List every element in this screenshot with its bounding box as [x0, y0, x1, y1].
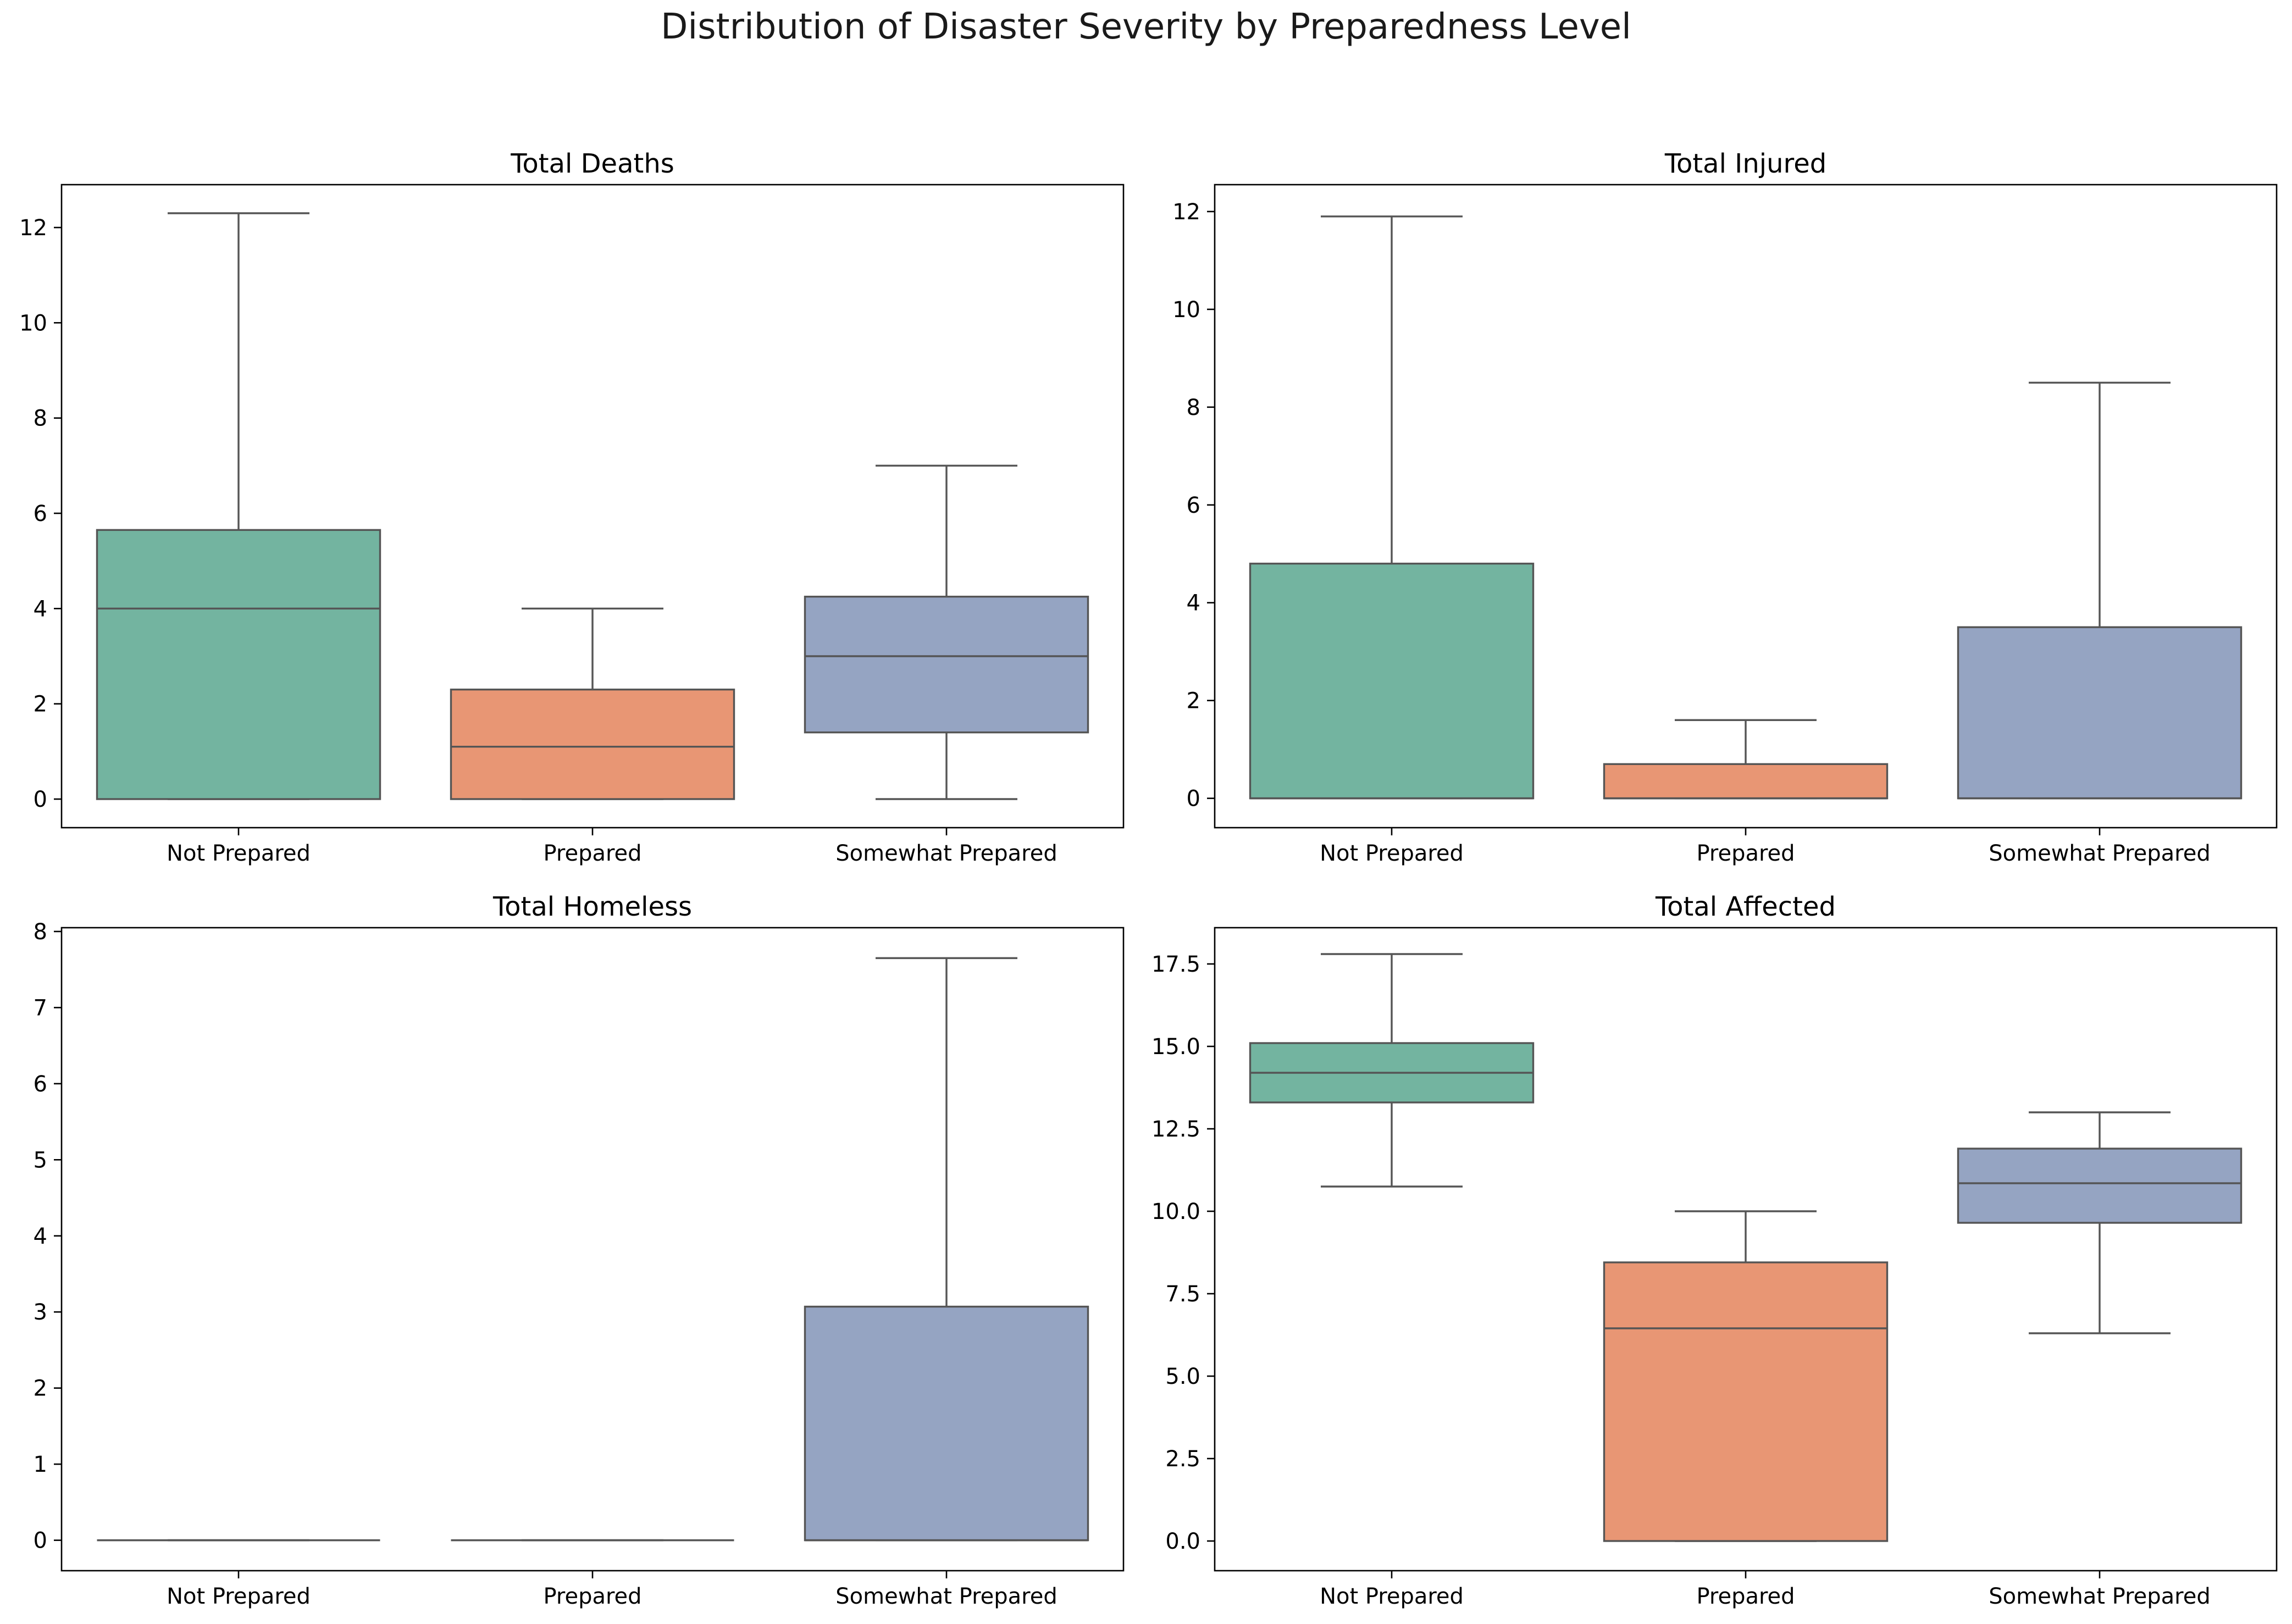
- total-affected-ytick-label-5: 12.5: [1151, 1117, 1200, 1142]
- total-affected-ytick-label-4: 10.0: [1151, 1199, 1200, 1224]
- figure-title: Distribution of Disaster Severity by Pre…: [661, 7, 1631, 47]
- total-injured-xtick-label-somewhat-prepared: Somewhat Prepared: [1989, 841, 2210, 866]
- total-injured-ytick-label-4: 8: [1187, 395, 1200, 420]
- total-deaths-ytick-label-3: 6: [34, 501, 47, 526]
- total-deaths-xtick-label-somewhat-prepared: Somewhat Prepared: [835, 841, 1057, 866]
- total-deaths-not-prepared-box: [96, 529, 381, 800]
- total-homeless-xtick-label-somewhat-prepared: Somewhat Prepared: [835, 1584, 1057, 1609]
- total-deaths-ytick-label-6: 12: [19, 215, 47, 241]
- total-injured-prepared-box: [1603, 763, 1889, 800]
- total-affected-prepared-box: [1603, 1261, 1889, 1542]
- total-homeless-panel-title: Total Homeless: [492, 891, 692, 922]
- total-affected-xtick-label-not-prepared: Not Prepared: [1320, 1584, 1464, 1609]
- total-affected-xtick-label-somewhat-prepared: Somewhat Prepared: [1989, 1584, 2210, 1609]
- total-affected-ytick-label-0: 0.0: [1165, 1529, 1200, 1554]
- total-deaths-xtick-label-prepared: Prepared: [543, 841, 641, 866]
- total-injured-panel-title: Total Injured: [1664, 148, 1826, 179]
- total-affected-xtick-label-prepared: Prepared: [1696, 1584, 1795, 1609]
- total-injured-ytick-label-3: 6: [1187, 493, 1200, 518]
- total-affected-ytick-label-6: 15.0: [1151, 1034, 1200, 1060]
- total-homeless-ytick-label-6: 6: [34, 1072, 47, 1097]
- total-injured-not-prepared-box: [1249, 562, 1535, 800]
- total-affected-ytick-label-1: 2.5: [1165, 1446, 1200, 1472]
- total-injured-ytick-label-6: 12: [1172, 199, 1200, 225]
- total-homeless-ytick-label-8: 8: [34, 919, 47, 945]
- total-deaths-somewhat-prepared-box: [804, 595, 1089, 734]
- total-homeless-ytick-label-1: 1: [34, 1452, 47, 1477]
- total-injured-ytick-label-1: 2: [1187, 689, 1200, 714]
- total-homeless-somewhat-prepared-box: [804, 1305, 1089, 1542]
- total-deaths-prepared-box: [450, 688, 735, 800]
- total-deaths-ytick-label-1: 2: [34, 692, 47, 717]
- total-injured-ytick-label-5: 10: [1172, 297, 1200, 323]
- total-homeless-ytick-label-3: 3: [34, 1300, 47, 1325]
- total-injured-ytick-label-0: 0: [1187, 786, 1200, 812]
- total-deaths-ytick-label-4: 8: [34, 406, 47, 431]
- total-deaths-xtick-label-not-prepared: Not Prepared: [167, 841, 311, 866]
- total-deaths-ytick-label-2: 4: [34, 596, 47, 622]
- total-injured-somewhat-prepared-box: [1957, 626, 2243, 800]
- total-deaths-ytick-label-0: 0: [34, 787, 47, 812]
- total-homeless-ytick-label-7: 7: [34, 995, 47, 1021]
- total-affected-panel-title: Total Affected: [1655, 891, 1836, 922]
- total-homeless-ytick-label-5: 5: [34, 1148, 47, 1173]
- total-injured-xtick-label-prepared: Prepared: [1696, 841, 1795, 866]
- total-injured-xtick-label-not-prepared: Not Prepared: [1320, 841, 1464, 866]
- total-homeless-ytick-label-2: 2: [34, 1376, 47, 1401]
- total-injured-ytick-label-2: 4: [1187, 591, 1200, 616]
- total-affected-ytick-label-7: 17.5: [1151, 952, 1200, 977]
- total-deaths-ytick-label-5: 10: [19, 311, 47, 336]
- total-homeless-xtick-label-not-prepared: Not Prepared: [167, 1584, 311, 1609]
- total-homeless-xtick-label-prepared: Prepared: [543, 1584, 641, 1609]
- total-homeless-ytick-label-0: 0: [34, 1528, 47, 1554]
- total-deaths-panel-title: Total Deaths: [510, 148, 674, 179]
- total-affected-ytick-label-2: 5.0: [1165, 1364, 1200, 1389]
- total-homeless-ytick-label-4: 4: [34, 1224, 47, 1249]
- total-affected-somewhat-prepared-box: [1957, 1148, 2243, 1224]
- total-affected-ytick-label-3: 7.5: [1165, 1282, 1200, 1307]
